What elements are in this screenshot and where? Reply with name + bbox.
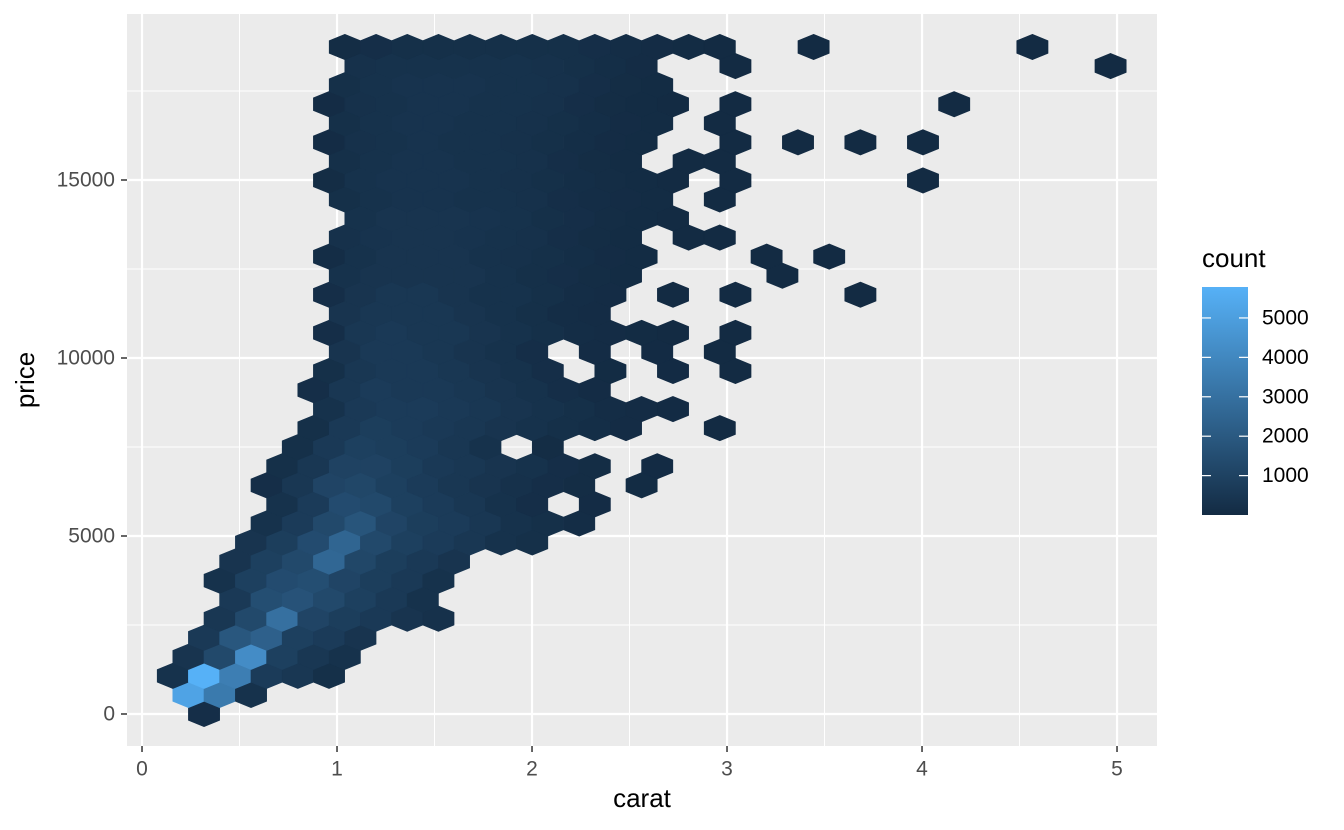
hex-bin: [719, 281, 752, 308]
hex-bin: [782, 129, 814, 156]
x-axis-title: carat: [613, 783, 672, 813]
x-tick-label: 3: [721, 758, 733, 781]
hex-bin: [703, 33, 736, 61]
legend-tick-label: 5000: [1262, 306, 1309, 329]
hexbins: [156, 33, 1127, 728]
hex-bin: [657, 396, 689, 423]
hex-bin: [657, 281, 689, 308]
x-tick-label: 1: [331, 758, 343, 781]
y-axis-title: price: [10, 352, 40, 408]
y-tick-label: 0: [103, 703, 115, 726]
x-tick-label: 2: [526, 758, 538, 781]
hex-bin: [1016, 33, 1049, 61]
x-tick-label: 5: [1111, 758, 1123, 781]
hex-bin: [703, 224, 736, 251]
hex-bin: [578, 453, 611, 480]
hex-bin: [750, 243, 783, 270]
colorbar: [1202, 287, 1248, 515]
hex-bin: [907, 167, 939, 194]
legend-tick-label: 2000: [1262, 425, 1309, 448]
y-tick-label: 15000: [57, 169, 115, 192]
hex-bin: [844, 129, 877, 156]
hex-bin: [703, 415, 736, 442]
legend-tick-label: 4000: [1262, 346, 1309, 369]
hex-bin: [1094, 53, 1127, 80]
hex-bin: [719, 319, 752, 346]
hex-bin: [797, 33, 830, 61]
hex-bin: [907, 129, 939, 156]
hex-bin: [938, 91, 971, 118]
legend-title: count: [1202, 243, 1266, 273]
y-tick-label: 5000: [68, 525, 115, 548]
legend-tick-label: 3000: [1262, 385, 1309, 408]
hex-bin: [657, 319, 689, 346]
hex-bin: [719, 91, 752, 118]
x-tick-label: 4: [916, 758, 928, 781]
legend: 1000 2000 3000 4000 5000: [1202, 287, 1309, 515]
legend-tick-label: 1000: [1262, 464, 1309, 487]
x-tick-label: 0: [136, 758, 148, 781]
hex-bin: [844, 281, 877, 308]
hex-bin: [641, 453, 674, 480]
hex-bin: [813, 243, 846, 270]
y-tick-label: 10000: [57, 347, 115, 370]
